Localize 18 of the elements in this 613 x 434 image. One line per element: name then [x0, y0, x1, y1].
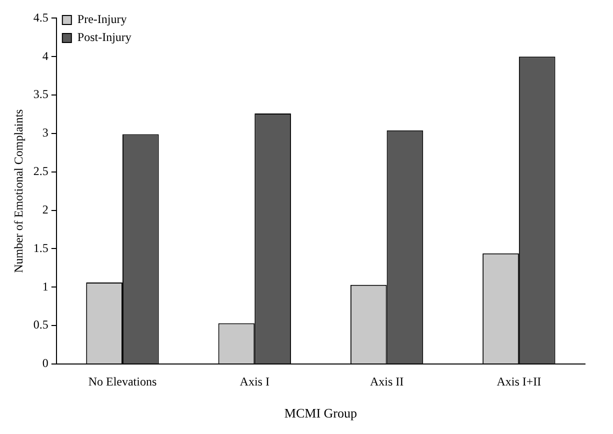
y-tick-label: 3.5 — [33, 87, 48, 102]
y-tick-label: 1.5 — [33, 240, 48, 255]
legend-label: Post-Injury — [77, 30, 132, 44]
y-tick-label: 4.5 — [33, 10, 48, 24]
x-axis-title: MCMI Group — [284, 406, 357, 421]
legend-label: Pre-Injury — [77, 12, 127, 26]
x-tick-label: Axis II — [370, 374, 404, 388]
y-tick-label: 2.5 — [33, 164, 48, 178]
x-tick-label: Axis I+II — [496, 374, 542, 388]
y-tick-label: 0 — [42, 356, 48, 370]
y-tick-label: 4 — [42, 48, 48, 63]
x-tick-label: No Elevations — [88, 374, 157, 388]
x-tick-label: Axis I — [240, 374, 270, 388]
y-tick-label: 1 — [42, 279, 48, 294]
y-axis-title: Number of Emotional Complaints — [11, 108, 26, 273]
y-tick-label: 3 — [42, 126, 48, 140]
y-tick-label: 0.5 — [33, 318, 48, 332]
y-tick-label: 2 — [42, 202, 48, 216]
